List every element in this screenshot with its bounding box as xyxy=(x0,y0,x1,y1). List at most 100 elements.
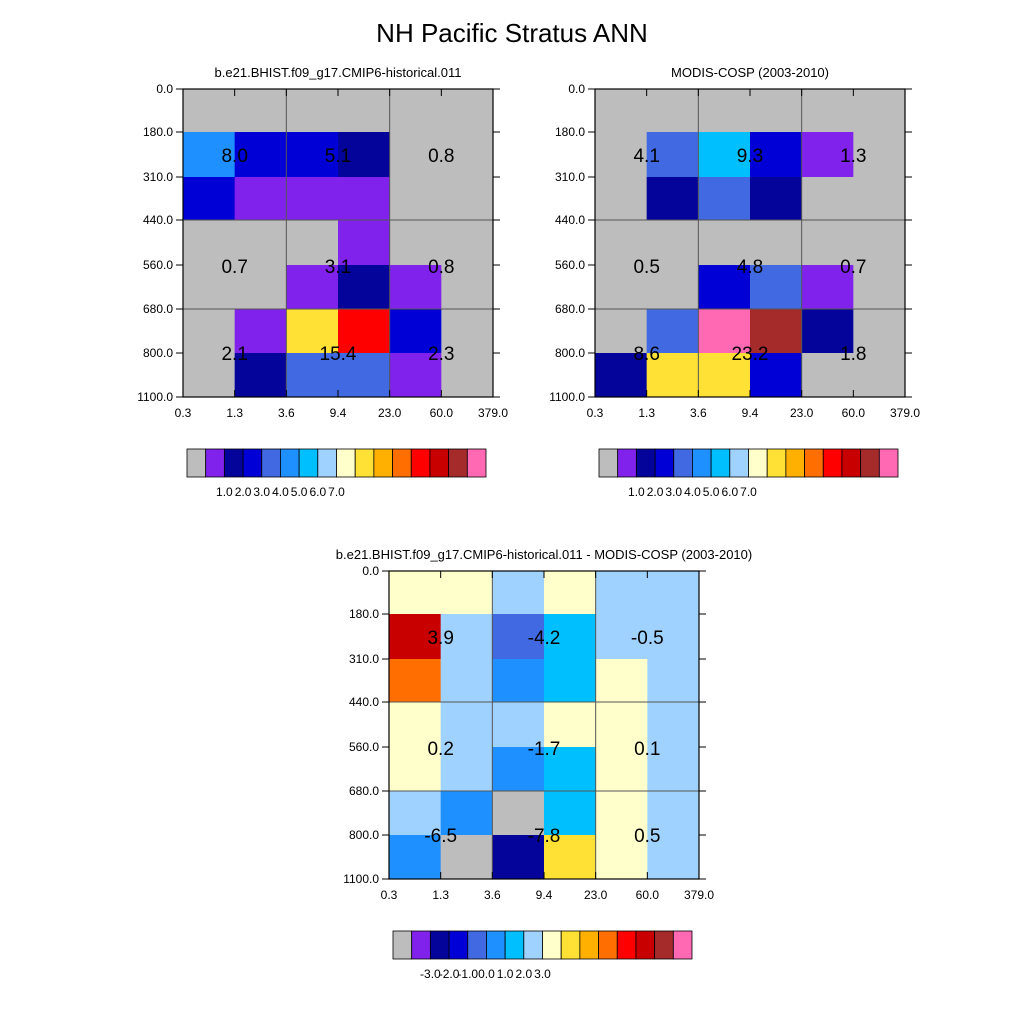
x-tick-label: 3.6 xyxy=(690,406,707,420)
colorbar-swatch xyxy=(692,448,712,478)
heatmap-cell xyxy=(286,132,339,178)
heatmap-cell xyxy=(595,132,648,178)
heatmap-cell xyxy=(492,702,545,748)
colorbar-swatch xyxy=(673,448,693,478)
heatmap-cell xyxy=(801,265,854,310)
panel-title: b.e21.BHIST.f09_g17.CMIP6-historical.011… xyxy=(336,547,752,562)
cell-value-label: 15.4 xyxy=(320,344,357,365)
colorbar-swatch xyxy=(598,930,618,960)
heatmap-cell xyxy=(750,353,803,398)
x-tick-label: 60.0 xyxy=(636,888,660,902)
heatmap-cell xyxy=(544,571,597,615)
x-tick-label: 23.0 xyxy=(378,406,402,420)
heatmap-cell xyxy=(801,353,854,398)
heatmap-cell xyxy=(389,220,442,266)
heatmap-cell xyxy=(234,177,287,221)
x-tick-label: 1.3 xyxy=(432,888,449,902)
heatmap-cell xyxy=(389,659,442,703)
heatmap-cell xyxy=(544,747,597,792)
y-tick-label: 1100.0 xyxy=(549,390,585,404)
cell-value-label: 4.1 xyxy=(633,146,659,167)
heatmap-cell xyxy=(389,791,442,836)
heatmap-cell xyxy=(750,265,803,310)
heatmap-cell xyxy=(595,220,648,266)
heatmap-cell xyxy=(853,309,906,354)
heatmap-cell xyxy=(647,614,700,660)
x-tick-label: 379.0 xyxy=(890,406,920,420)
colorbar-swatch xyxy=(317,448,337,478)
colorbar-swatch xyxy=(542,930,562,960)
heatmap-cell xyxy=(234,309,287,354)
heatmap-cell xyxy=(389,747,442,792)
colorbar-label: 6.0 xyxy=(309,485,326,499)
colorbar-label: 7.0 xyxy=(740,485,757,499)
heatmap-cell xyxy=(647,659,700,703)
heatmap-cell xyxy=(647,571,700,615)
heatmap-cell xyxy=(338,309,391,354)
colorbar-swatch xyxy=(186,448,207,478)
heatmap-cell xyxy=(750,309,803,354)
heatmap-cell xyxy=(389,702,442,748)
colorbar-swatch xyxy=(280,448,300,478)
colorbar-swatch xyxy=(411,930,431,960)
cell-value-label: -6.5 xyxy=(424,826,457,847)
heatmap-cell xyxy=(595,614,648,660)
colorbar-label: 6.0 xyxy=(721,485,738,499)
colorbar-swatch xyxy=(205,448,225,478)
cell-value-label: 2.1 xyxy=(221,344,247,365)
colorbar-label: 3.0 xyxy=(665,485,682,499)
x-tick-label: 9.4 xyxy=(536,888,553,902)
heatmap-cell xyxy=(646,309,699,354)
colorbar-swatch xyxy=(429,448,450,478)
heatmap-cell xyxy=(544,791,597,836)
y-tick-label: 180.0 xyxy=(555,125,585,139)
y-tick-label: 310.0 xyxy=(143,170,173,184)
heatmap-cell xyxy=(698,220,751,266)
heatmap-cell xyxy=(440,571,493,615)
cell-value-label: -0.5 xyxy=(631,628,664,649)
heatmap-cell xyxy=(595,835,648,880)
x-tick-label: 60.0 xyxy=(430,406,454,420)
x-tick-label: 9.4 xyxy=(742,406,759,420)
colorbar-swatch xyxy=(560,930,581,960)
cell-value-label: 0.2 xyxy=(427,739,453,760)
y-tick-label: 0.0 xyxy=(568,82,585,96)
heatmap-cell xyxy=(389,89,442,133)
y-tick-label: 0.0 xyxy=(362,564,379,578)
colorbar-label: 3.0 xyxy=(253,485,270,499)
heatmap-cell xyxy=(492,614,545,660)
colorbar-swatch xyxy=(654,448,675,478)
heatmap-cell xyxy=(853,132,906,178)
y-tick-label: 680.0 xyxy=(143,302,173,316)
heatmap-cell xyxy=(441,220,494,266)
heatmap-cell xyxy=(492,571,545,615)
heatmap-cell xyxy=(646,353,699,398)
colorbar-swatch xyxy=(766,448,787,478)
cell-value-label: 0.7 xyxy=(221,257,247,278)
x-tick-label: 0.3 xyxy=(381,888,398,902)
cell-value-label: 8.0 xyxy=(221,146,247,167)
heatmap-cell xyxy=(389,571,442,615)
heatmap-cell xyxy=(750,89,803,133)
colorbar-swatch xyxy=(785,448,805,478)
y-tick-label: 560.0 xyxy=(143,258,173,272)
y-tick-label: 1100.0 xyxy=(137,390,173,404)
heatmap-cell xyxy=(338,220,391,266)
cell-value-label: -7.8 xyxy=(528,826,561,847)
heatmap-cell xyxy=(234,132,287,178)
colorbar-swatch xyxy=(354,448,375,478)
cell-value-label: -4.2 xyxy=(528,628,561,649)
heatmap-cell xyxy=(801,309,854,354)
heatmap-cell xyxy=(183,220,236,266)
colorbar-label: 5.0 xyxy=(703,485,720,499)
colorbar-label: 4.0 xyxy=(272,485,289,499)
cell-value-label: 0.7 xyxy=(840,257,866,278)
colorbar-swatch xyxy=(635,930,656,960)
colorbar-swatch xyxy=(298,448,319,478)
heatmap-cell xyxy=(234,220,287,266)
heatmap-cell xyxy=(853,220,906,266)
heatmap-cell xyxy=(698,89,751,133)
colorbar-swatch xyxy=(448,930,469,960)
colorbar-swatch xyxy=(729,448,749,478)
